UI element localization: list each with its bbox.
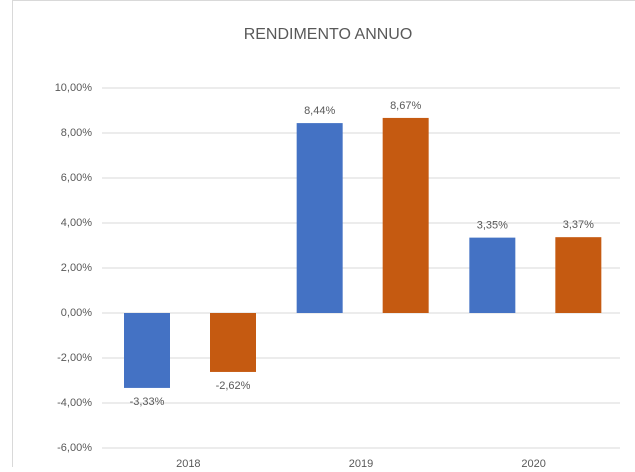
y-tick-label: -4,00% (57, 397, 92, 409)
x-tick-label: 2019 (349, 458, 373, 467)
data-label: 8,67% (390, 100, 421, 112)
y-tick-label: -6,00% (57, 442, 92, 454)
bar (297, 123, 343, 313)
data-label: 3,35% (477, 220, 508, 232)
y-tick-label: 4,00% (61, 217, 92, 229)
x-tick-label: 2020 (521, 458, 545, 467)
bar (124, 313, 170, 388)
bar (469, 238, 515, 313)
bar (210, 313, 256, 372)
data-label: -2,62% (216, 380, 251, 392)
data-label: 3,37% (563, 219, 594, 231)
chart-title: RENDIMENTO ANNUO (244, 26, 413, 43)
bar (555, 237, 601, 313)
y-tick-label: 2,00% (61, 262, 92, 274)
y-tick-label: -2,00% (57, 352, 92, 364)
x-tick-label: 2018 (176, 458, 200, 467)
y-tick-label: 6,00% (61, 172, 92, 184)
y-tick-label: 8,00% (61, 127, 92, 139)
data-label: 8,44% (304, 105, 335, 117)
bar (383, 118, 429, 313)
y-tick-label: 10,00% (55, 82, 93, 94)
data-label: -3,33% (130, 396, 165, 408)
y-tick-label: 0,00% (61, 307, 92, 319)
